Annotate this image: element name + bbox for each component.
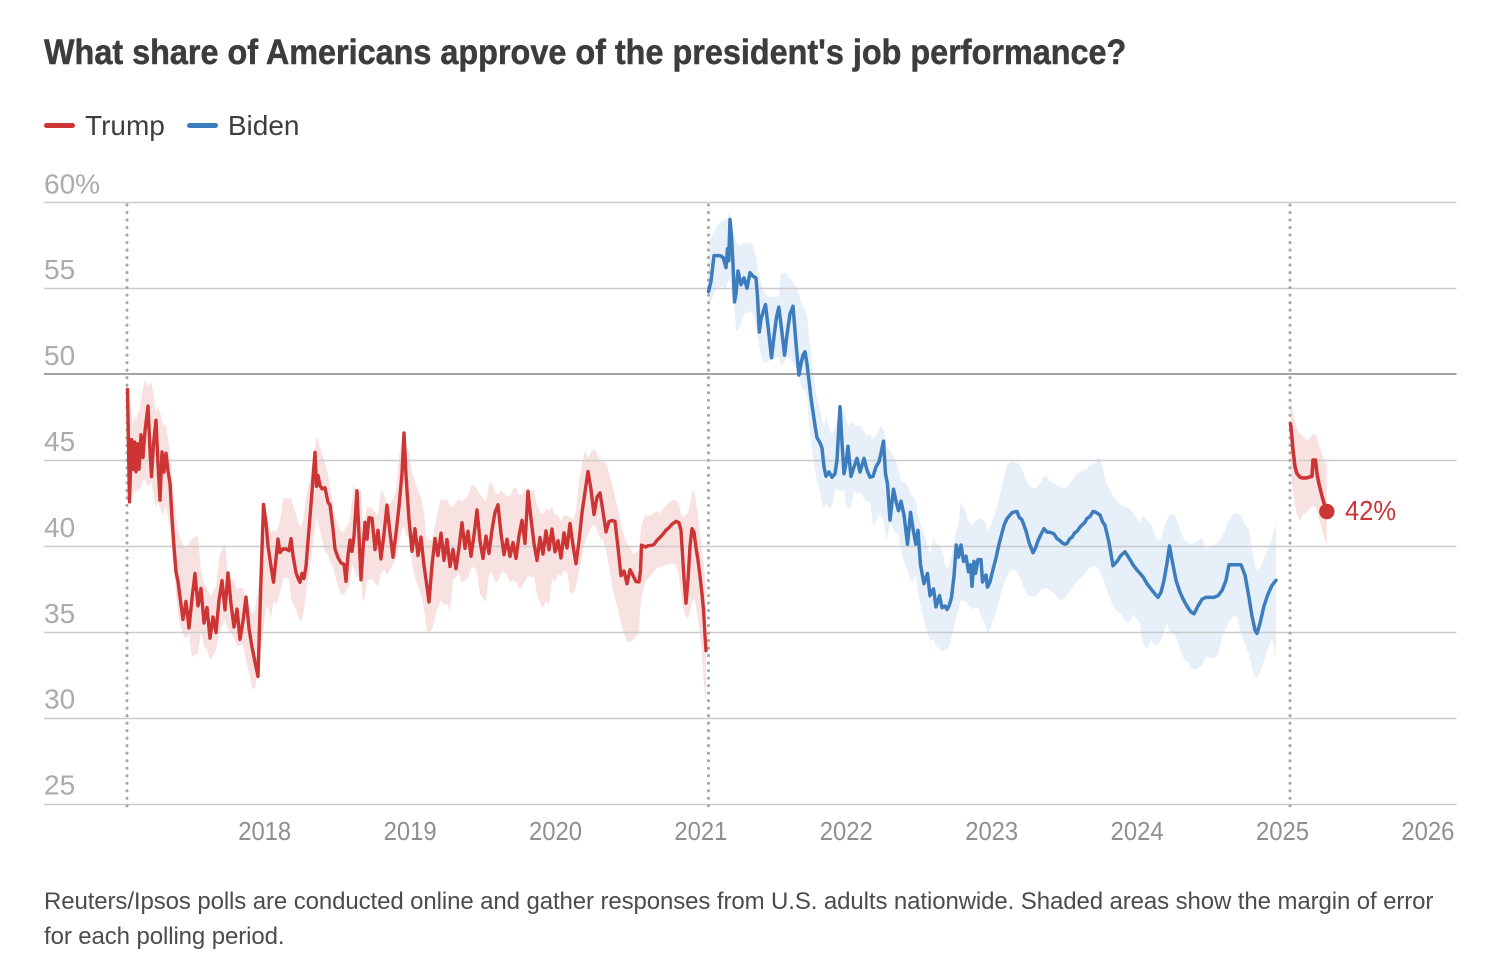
svg-text:35: 35 (44, 598, 75, 629)
svg-text:2022: 2022 (820, 816, 873, 846)
svg-text:30: 30 (44, 684, 75, 715)
svg-text:25: 25 (44, 770, 75, 801)
svg-text:40: 40 (44, 512, 75, 543)
svg-text:45: 45 (44, 426, 75, 457)
svg-text:2023: 2023 (965, 816, 1018, 846)
svg-text:2019: 2019 (384, 816, 437, 846)
svg-text:2025: 2025 (1256, 816, 1309, 846)
svg-text:42%: 42% (1345, 495, 1396, 526)
svg-text:2024: 2024 (1111, 816, 1164, 846)
svg-text:2021: 2021 (674, 816, 727, 846)
svg-text:2018: 2018 (238, 816, 291, 846)
svg-text:60%: 60% (44, 168, 100, 199)
svg-text:55: 55 (44, 254, 75, 285)
svg-text:50: 50 (44, 340, 75, 371)
svg-text:2026: 2026 (1401, 816, 1454, 846)
svg-text:2020: 2020 (529, 816, 582, 846)
